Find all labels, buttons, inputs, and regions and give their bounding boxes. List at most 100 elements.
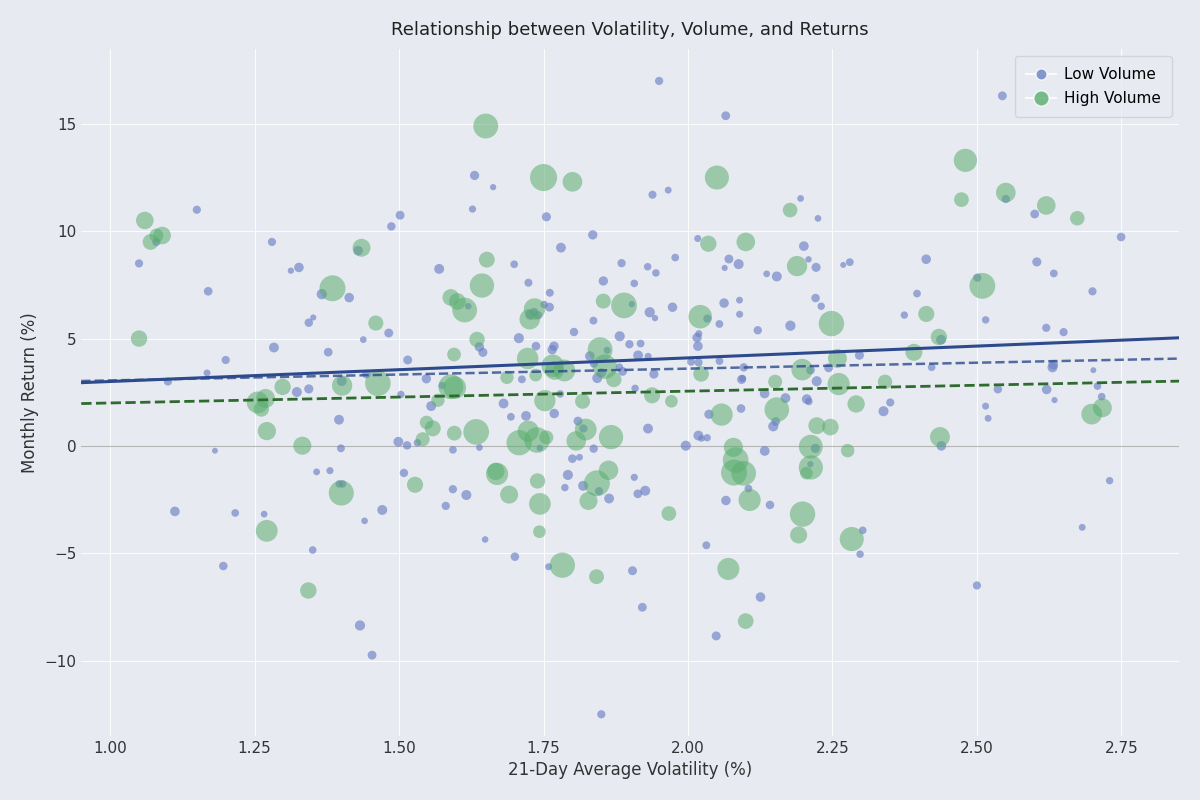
Point — [146, 229, 166, 242]
Point — [581, 350, 600, 362]
Point — [829, 378, 848, 390]
Point — [584, 442, 604, 455]
Point — [528, 474, 547, 487]
Point — [510, 436, 529, 449]
Point — [767, 270, 786, 283]
Y-axis label: Monthly Return (%): Monthly Return (%) — [20, 312, 38, 473]
Point — [1093, 402, 1112, 414]
Point — [421, 400, 440, 413]
Point — [505, 550, 524, 563]
Point — [691, 310, 710, 323]
Point — [647, 266, 666, 279]
Point — [640, 306, 659, 318]
Point — [436, 499, 455, 512]
Point — [468, 333, 487, 346]
Point — [739, 482, 758, 495]
Point — [716, 110, 736, 122]
Point — [805, 442, 824, 454]
Point — [601, 430, 620, 443]
Point — [714, 297, 733, 310]
Point — [748, 324, 767, 337]
Point — [1088, 380, 1108, 393]
Point — [787, 260, 806, 273]
Point — [584, 314, 604, 327]
Point — [930, 430, 949, 443]
Point — [130, 332, 149, 345]
Point — [140, 235, 160, 248]
Point — [996, 193, 1015, 206]
Point — [689, 327, 708, 340]
Point — [666, 251, 685, 264]
Point — [707, 171, 726, 184]
Point — [853, 524, 872, 537]
Point — [1037, 322, 1056, 334]
Point — [566, 434, 586, 447]
Point — [457, 489, 476, 502]
Point — [299, 316, 318, 329]
Point — [917, 307, 936, 320]
Point — [524, 306, 544, 318]
Point — [544, 359, 563, 372]
Point — [572, 395, 592, 408]
Point — [811, 300, 830, 313]
Point — [576, 423, 595, 436]
Point — [574, 422, 593, 435]
Point — [625, 277, 644, 290]
Point — [476, 120, 496, 133]
Point — [976, 400, 995, 413]
Point — [323, 282, 342, 294]
Point — [712, 408, 731, 421]
Point — [588, 372, 607, 385]
Point — [304, 544, 323, 557]
Point — [256, 392, 275, 405]
Point — [398, 354, 418, 366]
Point — [521, 309, 540, 322]
Point — [599, 464, 618, 477]
Point — [331, 442, 350, 454]
Point — [697, 539, 716, 552]
Point — [955, 154, 974, 166]
Point — [806, 261, 826, 274]
Point — [757, 267, 776, 280]
Point — [996, 186, 1015, 199]
Point — [1082, 285, 1102, 298]
Point — [540, 301, 559, 314]
Point — [625, 471, 644, 484]
Point — [967, 579, 986, 592]
Point — [502, 410, 521, 423]
Point — [569, 414, 588, 427]
Point — [644, 368, 664, 381]
Point — [455, 304, 474, 317]
Point — [130, 257, 149, 270]
Point — [539, 560, 558, 573]
Point — [497, 371, 516, 384]
Point — [638, 260, 658, 273]
Point — [257, 525, 276, 538]
Point — [592, 708, 611, 721]
Point — [530, 498, 550, 510]
Point — [264, 341, 283, 354]
Point — [730, 294, 749, 306]
Point — [808, 419, 827, 432]
Point — [700, 408, 719, 421]
Point — [642, 389, 661, 402]
Point — [558, 469, 577, 482]
Point — [632, 601, 652, 614]
Point — [287, 386, 306, 398]
Point — [622, 298, 641, 310]
Point — [406, 478, 425, 491]
Point — [992, 90, 1012, 102]
Point — [931, 439, 950, 452]
Point — [726, 454, 745, 466]
Point — [320, 464, 340, 477]
Point — [424, 422, 443, 434]
Point — [252, 402, 271, 415]
Point — [281, 264, 300, 277]
Point — [332, 478, 352, 490]
Point — [709, 318, 728, 330]
Point — [834, 258, 853, 271]
Point — [330, 478, 349, 490]
Point — [614, 299, 634, 312]
Point — [876, 375, 895, 388]
Point — [205, 444, 224, 457]
